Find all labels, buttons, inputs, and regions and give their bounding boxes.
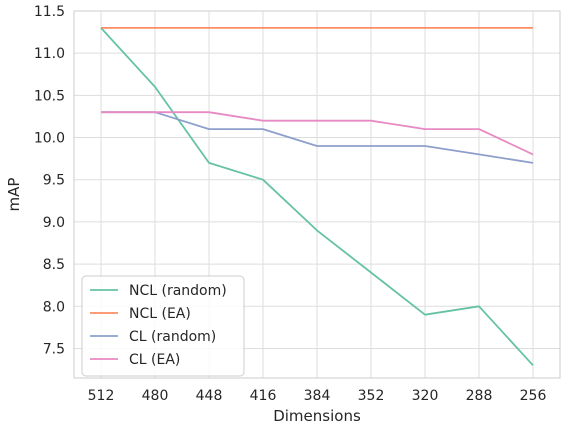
y-tick-label: 10.0 [34, 131, 65, 147]
y-axis-label: mAP [5, 178, 23, 212]
y-tick-label: 9.0 [43, 215, 65, 231]
x-tick-label: 256 [520, 388, 547, 404]
x-tick-label: 288 [466, 388, 493, 404]
y-tick-label: 11.0 [34, 46, 65, 62]
y-tick-label: 9.5 [43, 173, 65, 189]
legend-label: NCL (EA) [129, 306, 191, 322]
series-line-3 [101, 111, 534, 164]
legend-label: CL (random) [129, 329, 216, 345]
y-axis-ticks: 7.5 8.0 8.5 9.0 9.5 10.0 10.5 11.0 11.5 [34, 4, 65, 357]
y-tick-label: 8.5 [43, 257, 65, 273]
x-tick-label: 480 [142, 388, 169, 404]
series-line-4 [101, 111, 534, 156]
x-axis-ticks: 512 480 448 416 384 352 320 288 256 [88, 388, 547, 404]
x-axis-label: Dimensions [273, 407, 361, 425]
y-tick-label: 10.5 [34, 88, 65, 104]
x-tick-label: 448 [196, 388, 223, 404]
y-tick-label: 7.5 [43, 341, 65, 357]
legend: NCL (random) NCL (EA) CL (random) CL (EA) [81, 275, 245, 377]
x-tick-label: 384 [304, 388, 331, 404]
legend-label: NCL (random) [129, 283, 227, 299]
legend-label: CL (EA) [129, 352, 180, 368]
plot-area [73, 10, 561, 379]
y-tick-label: 11.5 [34, 4, 65, 20]
x-tick-label: 416 [250, 388, 277, 404]
x-tick-label: 512 [88, 388, 115, 404]
legend-box [81, 275, 245, 377]
x-tick-label: 352 [358, 388, 385, 404]
x-tick-label: 320 [412, 388, 439, 404]
y-tick-label: 8.0 [43, 299, 65, 315]
series-lines [100, 26, 534, 366]
grid [74, 10, 560, 378]
